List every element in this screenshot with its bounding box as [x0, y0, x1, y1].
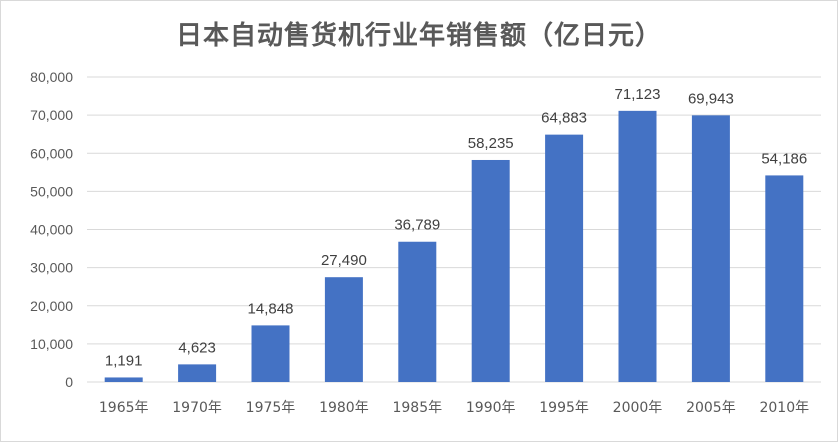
- chart-title: 日本自动售货机行业年销售额（亿日元）: [175, 21, 662, 51]
- x-tick-label: 1995年: [539, 400, 589, 416]
- x-tick-label: 1965年: [99, 400, 149, 416]
- data-label: 14,848: [248, 300, 294, 317]
- bar: [691, 115, 730, 382]
- data-labels: 1,191 4,623 14,848 27,490 36,789 58,235 64,883…: [105, 86, 807, 370]
- x-tick-label: 1990年: [466, 400, 516, 416]
- y-tick-label: 20,000: [30, 298, 73, 314]
- y-tick-label: 70,000: [30, 107, 73, 123]
- x-tick-label: 1975年: [246, 400, 296, 416]
- data-label: 69,943: [688, 90, 734, 107]
- data-label: 54,186: [761, 150, 807, 167]
- data-label: 64,883: [541, 110, 587, 127]
- bar: [251, 325, 290, 382]
- y-tick-label: 50,000: [30, 183, 73, 199]
- x-tick-label: 1985年: [392, 400, 442, 416]
- y-tick-label: 60,000: [30, 145, 73, 161]
- x-tick-label: 2010年: [759, 400, 809, 416]
- bar: [178, 364, 217, 382]
- bars: [104, 110, 804, 382]
- x-tick-label: 2005年: [686, 400, 736, 416]
- y-tick-label: 0: [65, 374, 73, 390]
- y-axis-ticks: 0 10,000 20,000 30,000 40,000 50,000 60,000 70,…: [30, 69, 73, 390]
- bar: [545, 134, 584, 382]
- bar: [471, 159, 510, 382]
- y-tick-label: 80,000: [30, 69, 73, 85]
- bar: [398, 241, 437, 382]
- y-tick-label: 40,000: [30, 222, 73, 238]
- bar: [618, 110, 657, 382]
- x-tick-label: 1980年: [319, 400, 369, 416]
- data-label: 4,623: [178, 339, 216, 356]
- data-label: 27,490: [321, 252, 367, 269]
- y-tick-label: 10,000: [30, 336, 73, 352]
- bar: [104, 377, 143, 382]
- y-tick-label: 30,000: [30, 260, 73, 276]
- x-tick-label: 1970年: [172, 400, 222, 416]
- x-axis-ticks: 1965年 1970年 1975年 1980年 1985年 1990年 1995年 2000年…: [99, 400, 809, 416]
- bar: [765, 175, 804, 382]
- data-label: 36,789: [394, 217, 440, 234]
- x-tick-label: 2000年: [613, 400, 663, 416]
- data-label: 1,191: [105, 352, 143, 369]
- bar: [324, 277, 363, 382]
- data-label: 71,123: [615, 86, 661, 103]
- data-label: 58,235: [468, 135, 514, 152]
